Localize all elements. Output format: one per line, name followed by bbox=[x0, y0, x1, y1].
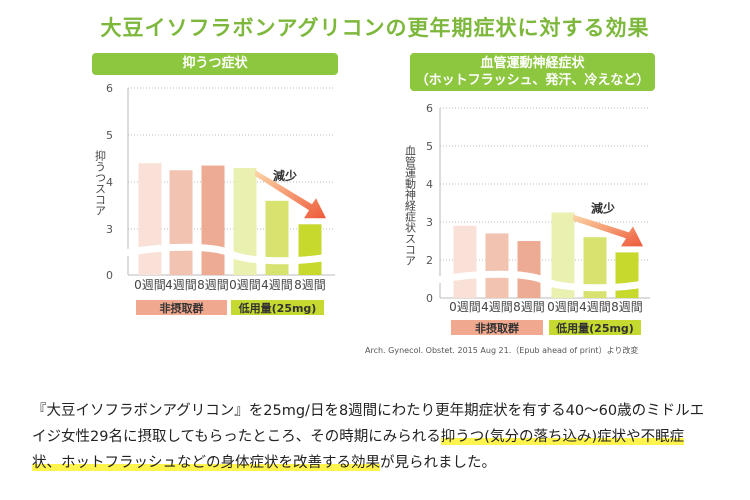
chart1-xtick: 4週間 bbox=[165, 278, 197, 292]
chart2-ytick: 5 bbox=[426, 140, 433, 153]
chart1-xtick: 8週間 bbox=[197, 278, 229, 292]
chart1-decrease-arrow-icon bbox=[255, 169, 326, 219]
chart1-ylabel: 抑うつスコア bbox=[94, 149, 107, 216]
chart1-group-label: 非摂取群 bbox=[160, 301, 204, 315]
chart1-xtick: 0週間 bbox=[229, 278, 261, 292]
chart2-bar bbox=[583, 237, 607, 298]
chart2-annotation: 減少 bbox=[591, 201, 615, 216]
chart1-bar bbox=[265, 200, 289, 275]
chart1-group-box bbox=[231, 300, 324, 315]
chart2-ytick: 0 bbox=[426, 292, 433, 305]
chart2-group-box bbox=[451, 320, 543, 335]
chart1-bar bbox=[138, 163, 162, 275]
chart1-bar bbox=[201, 165, 225, 275]
chart2-bar bbox=[517, 241, 541, 298]
para-highlight-1: 抑うつ(気分の落ち込み)症状や不眠症 bbox=[440, 429, 685, 445]
chart1-ytick: 3 bbox=[106, 223, 113, 236]
chart2-ylabel: 血管運動神経症状スコア bbox=[404, 144, 417, 266]
chart1-group-box bbox=[136, 300, 227, 315]
chart2-ytick: 6 bbox=[426, 102, 433, 115]
chart2-group-label: 非摂取群 bbox=[475, 321, 519, 335]
chart2-ytick: 3 bbox=[426, 216, 433, 229]
para-highlight-2: 状、ホットフラッシュなどの身体症状を改善する効果 bbox=[32, 455, 380, 471]
chart1-group-label: 低用量(25mg) bbox=[238, 301, 317, 315]
chart2-axis-break bbox=[431, 270, 657, 292]
chart1-annotation: 減少 bbox=[273, 168, 297, 183]
chart1-ytick: 4 bbox=[106, 176, 113, 189]
chart2-group-box bbox=[549, 320, 641, 335]
chart1-xtick: 8週間 bbox=[294, 278, 326, 292]
chart1-title: 抑うつ症状 bbox=[92, 53, 338, 75]
page-title: 大豆イソフラボンアグリコンの更年期症状に対する効果 bbox=[100, 16, 650, 40]
chart2-bar bbox=[615, 252, 639, 298]
chart1-xtick: 4週間 bbox=[261, 278, 293, 292]
para-line-3b: が見られました。 bbox=[380, 455, 496, 471]
chart2-bar bbox=[551, 212, 575, 298]
chart2-xtick: 0週間 bbox=[547, 300, 579, 314]
chart2-title-line1: 血管運動神経症状 bbox=[480, 56, 585, 71]
chart1-ytick: 5 bbox=[106, 129, 113, 142]
citation: Arch. Gynecol. Obstet. 2015 Aug 21.（Epub… bbox=[365, 346, 639, 355]
chart1-xtick: 0週間 bbox=[134, 278, 166, 292]
chart1-ytick: 0 bbox=[106, 269, 113, 282]
chart2-group-label: 低用量(25mg) bbox=[555, 321, 634, 335]
chart1-bar bbox=[233, 167, 257, 275]
chart2-xtick: 0週間 bbox=[449, 300, 481, 314]
chart1-bar bbox=[298, 224, 322, 275]
chart2-bar bbox=[453, 225, 477, 298]
chart1-ytick: 6 bbox=[106, 82, 113, 95]
chart2-title-line2: （ホットフラッシュ、発汗、冷えなど） bbox=[415, 73, 650, 88]
chart2-ytick: 4 bbox=[426, 178, 433, 191]
description-paragraph: 『大豆イソフラボンアグリコン』を25mg/日を8週間にわたり更年期症状を有する4… bbox=[32, 398, 732, 476]
chart2-decrease-arrow-icon bbox=[573, 214, 643, 247]
chart2-ytick: 2 bbox=[426, 254, 433, 267]
chart1-axis-break bbox=[119, 243, 342, 265]
chart2-xtick: 4週間 bbox=[481, 300, 513, 314]
chart1-bar bbox=[169, 170, 193, 275]
chart2-xtick: 4週間 bbox=[579, 300, 611, 314]
chart2-xtick: 8週間 bbox=[611, 300, 643, 314]
chart2-title: 血管運動神経症状 （ホットフラッシュ、発汗、冷えなど） bbox=[410, 53, 655, 91]
chart2-bar bbox=[485, 233, 509, 298]
para-line-1: 『大豆イソフラボンアグリコン』を25mg/日を8週間にわたり更年期症状を有する4… bbox=[32, 403, 705, 419]
para-line-2a: イジ女性29名に摂取してもらったところ、その時期にみられる bbox=[32, 429, 441, 445]
chart2-xtick: 8週間 bbox=[513, 300, 545, 314]
